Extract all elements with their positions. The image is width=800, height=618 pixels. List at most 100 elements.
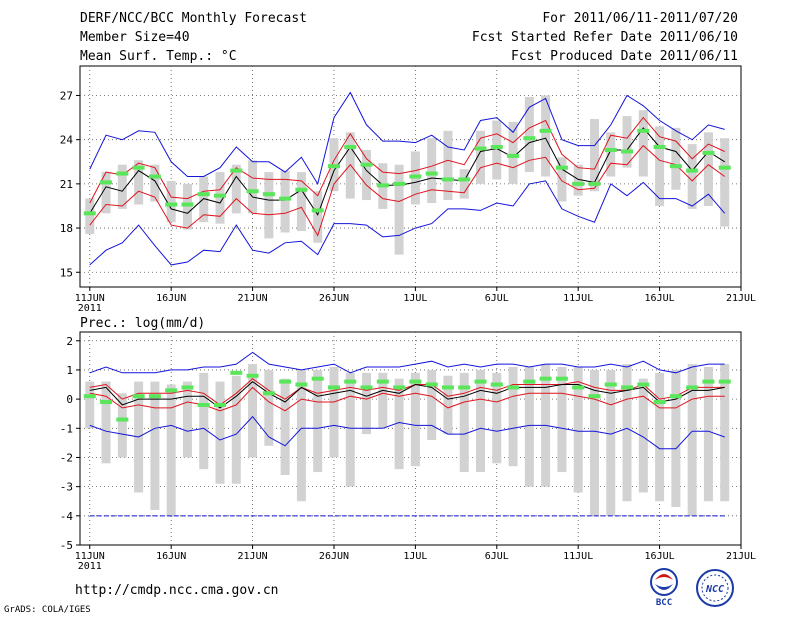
y-tick-label: 1	[66, 364, 73, 377]
spread-bar	[720, 364, 730, 502]
spread-bar	[655, 372, 665, 502]
member-mark	[409, 379, 422, 384]
spread-bar	[622, 364, 632, 502]
member-mark	[686, 168, 699, 173]
spread-bar	[524, 367, 534, 487]
max-line	[89, 91, 725, 186]
spread-bar	[199, 372, 209, 470]
member-mark	[132, 394, 145, 399]
spread-bar	[85, 198, 95, 234]
x-tick-label: 11JUN	[75, 551, 105, 562]
member-mark	[83, 211, 96, 216]
member-mark	[132, 165, 145, 170]
spread-bar	[264, 172, 274, 239]
spread-bar	[313, 369, 323, 473]
member-mark	[523, 136, 536, 141]
member-mark	[344, 379, 357, 384]
y-tick-label: -4	[60, 510, 74, 523]
y-tick-label: 15	[60, 266, 73, 279]
min-line	[89, 415, 725, 450]
spread-bar	[134, 160, 144, 205]
temperature-chart: 15 18 21 24 27 11JUN 16JUN 21JUN 26JUN 1JUL 6JUL 11…	[60, 65, 756, 314]
std-high-line	[89, 378, 725, 406]
member-mark	[555, 165, 568, 170]
spread-bar	[443, 130, 453, 201]
spread-bar	[182, 381, 192, 458]
x-tick-label: 1JUL	[403, 551, 427, 562]
member-mark	[702, 150, 715, 155]
spread-bar	[150, 164, 160, 202]
y-tick-label: -2	[60, 451, 73, 464]
x-tick-label: 16JUL	[645, 293, 675, 304]
spread-bar	[345, 372, 355, 487]
spread-bar	[524, 96, 534, 173]
spread-bar	[394, 164, 404, 255]
y-tick-label: -5	[60, 539, 73, 552]
spread-bar	[671, 369, 681, 508]
spread-bar	[215, 381, 225, 484]
axis-title: Prec.: log(mm/d)	[80, 316, 205, 331]
y-tick-label: -3	[60, 481, 73, 494]
member-mark	[572, 385, 585, 390]
spread-bar	[606, 132, 616, 177]
member-mark	[327, 164, 340, 169]
spread-bar	[622, 116, 632, 168]
x-tick-label: 11JUL	[563, 551, 593, 562]
member-mark	[621, 149, 634, 154]
spread-bar	[492, 120, 502, 180]
spread-bar	[459, 372, 469, 473]
member-mark	[376, 379, 389, 384]
grads-credit: GrADS: COLA/IGES	[4, 605, 91, 615]
member-mark	[425, 171, 438, 176]
member-mark	[393, 385, 406, 390]
spread-bar	[117, 164, 127, 209]
spread-bar	[476, 130, 486, 184]
member-mark	[214, 402, 227, 407]
header-right: For 2011/06/11-2011/07/20 Fcst Started R…	[472, 10, 738, 67]
ensemble-mean-line	[89, 380, 725, 409]
member-mark	[474, 146, 487, 151]
member-mark	[621, 385, 634, 390]
max-line	[89, 351, 725, 374]
variable-label: Mean Surf. Temp.: °C	[80, 49, 237, 64]
spread-bar	[329, 367, 339, 458]
member-mark	[702, 379, 715, 384]
x-tick-label: 26JUN	[319, 551, 349, 562]
member-mark	[165, 202, 178, 207]
std-low-line	[89, 144, 725, 237]
spread-bar	[427, 138, 437, 204]
spread-bar	[703, 367, 713, 502]
x-tick-label: 26JUN	[319, 293, 349, 304]
member-mark	[393, 181, 406, 186]
spread-bar	[362, 149, 372, 201]
spread-bar	[264, 369, 274, 446]
plot-frame	[79, 331, 742, 546]
member-mark	[295, 187, 308, 192]
x-tick-label: 21JUN	[238, 551, 268, 562]
member-mark	[523, 379, 536, 384]
member-mark	[718, 379, 731, 384]
member-mark	[507, 153, 520, 158]
std-high-line	[89, 116, 725, 204]
x-tick-label: 11JUL	[563, 293, 593, 304]
member-mark	[181, 202, 194, 207]
member-mark	[441, 385, 454, 390]
spread-bar	[589, 119, 599, 192]
spread-bar	[476, 369, 486, 473]
spread-bar	[101, 381, 111, 464]
member-mark	[116, 171, 129, 176]
y-tick-label: 2	[66, 335, 73, 348]
spread-bar	[248, 160, 258, 214]
spread-bar	[557, 367, 567, 473]
spread-bar	[296, 369, 306, 502]
member-mark	[181, 385, 194, 390]
member-mark	[116, 417, 129, 422]
spread-bar	[166, 384, 176, 516]
member-mark	[197, 192, 210, 197]
y-tick-label: 21	[60, 178, 73, 191]
member-mark	[246, 373, 259, 378]
spread-bar	[638, 110, 648, 177]
spread-bar	[215, 172, 225, 224]
spread-bar	[85, 381, 95, 429]
source-url[interactable]: http://cmdp.ncc.cma.gov.cn	[75, 583, 279, 598]
